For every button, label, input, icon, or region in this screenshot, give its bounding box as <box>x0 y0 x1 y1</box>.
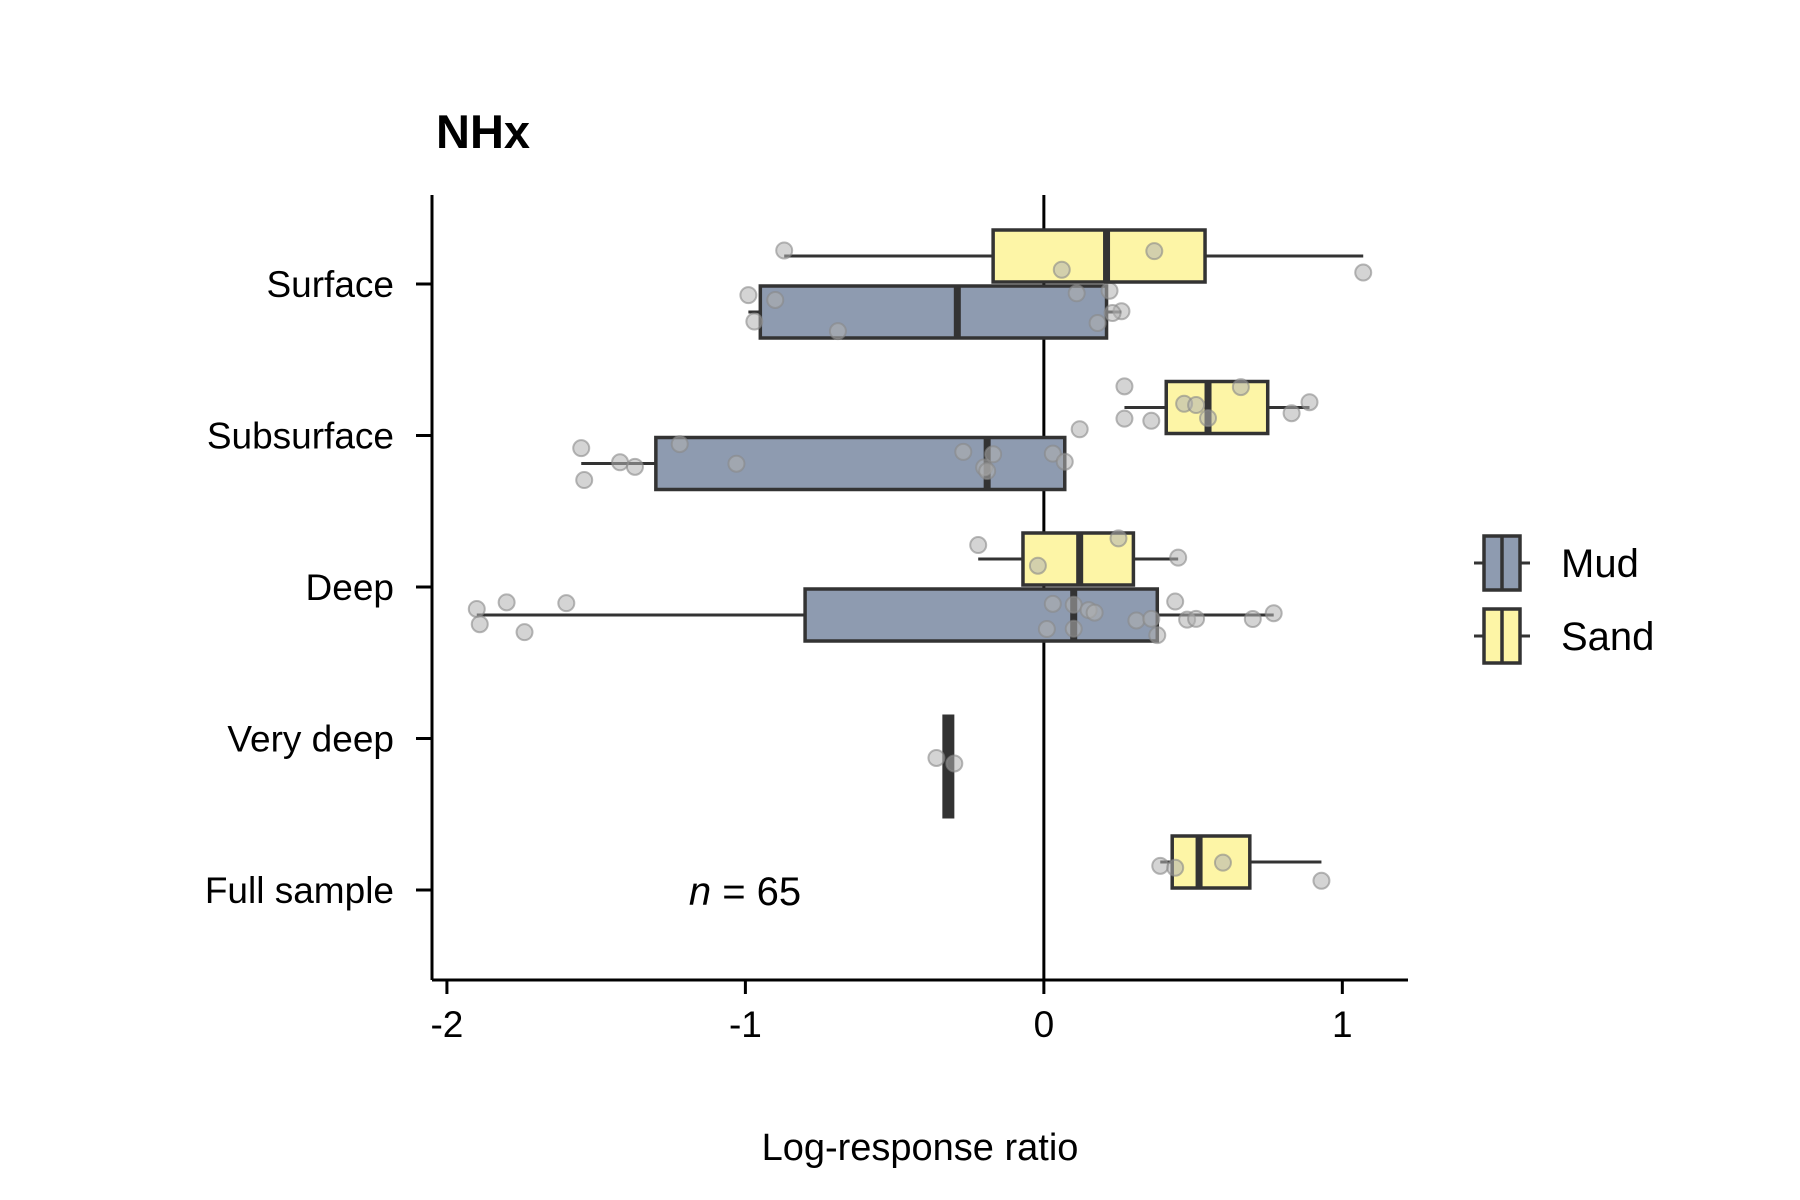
data-point <box>945 754 964 773</box>
box-body <box>803 587 1160 643</box>
legend-label: Mud <box>1561 542 1639 586</box>
box-body <box>654 435 1067 492</box>
box-body <box>991 228 1207 284</box>
box-sand-deep <box>969 529 1188 587</box>
data-point <box>1088 314 1107 333</box>
data-point <box>1151 856 1170 875</box>
data-point <box>969 536 988 555</box>
data-point <box>1115 409 1134 428</box>
data-point <box>1243 610 1262 629</box>
data-point <box>1028 556 1047 575</box>
data-point <box>557 594 576 613</box>
data-point <box>1142 411 1161 430</box>
data-point <box>611 453 630 472</box>
y-tick-label: Full sample <box>205 870 394 911</box>
sample-size-symbol: n <box>689 870 711 914</box>
x-tick-label: 0 <box>1034 1004 1055 1045</box>
data-point <box>515 623 534 642</box>
data-point <box>1142 609 1161 628</box>
box-sand-surface <box>775 228 1373 284</box>
box-sand-full-sample <box>1151 834 1331 890</box>
data-point <box>1213 853 1232 872</box>
data-point <box>1187 396 1206 415</box>
box-mud-very-deep <box>927 714 964 819</box>
data-point <box>1169 548 1188 567</box>
data-point <box>1354 263 1373 282</box>
data-point <box>1231 378 1250 397</box>
x-axis-title: Log-response ratio <box>762 1127 1079 1169</box>
data-point <box>1055 452 1074 471</box>
x-tick-label: -2 <box>430 1004 463 1045</box>
data-point <box>766 290 785 309</box>
legend-entry-sand: Sand <box>1474 607 1654 665</box>
x-tick-label: 1 <box>1332 1004 1353 1045</box>
data-point <box>1145 242 1164 261</box>
data-point <box>745 312 764 331</box>
data-point <box>575 471 594 490</box>
data-point <box>828 322 847 341</box>
data-point <box>1312 871 1331 890</box>
data-point <box>927 748 946 767</box>
data-point <box>1070 420 1089 439</box>
y-tick-label: Very deep <box>227 719 394 760</box>
data-point <box>470 615 489 634</box>
data-point <box>727 454 746 473</box>
data-point <box>625 457 644 476</box>
series-sand <box>775 228 1373 890</box>
chart-title: NHx <box>436 105 530 158</box>
plot-area <box>467 195 1373 980</box>
data-point <box>1064 595 1083 614</box>
data-point <box>1103 304 1122 323</box>
box-sand-subsurface <box>1070 377 1319 439</box>
box-body <box>758 284 1109 340</box>
data-point <box>467 599 486 618</box>
legend-entry-mud: Mud <box>1474 534 1639 592</box>
data-point <box>1148 626 1167 645</box>
box-mud-surface <box>739 281 1131 341</box>
data-point <box>572 439 591 458</box>
data-point <box>1166 592 1185 611</box>
data-point <box>1199 409 1218 428</box>
box-mud-deep <box>467 587 1283 645</box>
data-point <box>1166 858 1185 877</box>
data-point <box>739 286 758 305</box>
sample-size-value: = 65 <box>711 870 801 914</box>
data-point <box>1109 529 1128 548</box>
data-point <box>1100 281 1119 300</box>
y-tick-label: Deep <box>306 567 394 608</box>
y-tick-label: Surface <box>266 264 394 305</box>
data-point <box>1085 603 1104 622</box>
data-point <box>1037 620 1056 639</box>
data-point <box>954 442 973 461</box>
data-point <box>1282 404 1301 423</box>
legend: Mud Sand <box>1474 534 1654 665</box>
data-point <box>1052 260 1071 279</box>
data-point <box>978 462 997 481</box>
legend-label: Sand <box>1561 615 1654 659</box>
axes: Surface Subsurface Deep Very deep Full sampl… <box>205 195 1408 1045</box>
data-point <box>1043 594 1062 613</box>
x-tick-label: -1 <box>729 1004 762 1045</box>
data-point <box>497 593 516 612</box>
data-point <box>1127 611 1146 630</box>
y-tick-label: Subsurface <box>207 416 394 457</box>
box-body <box>1170 834 1252 890</box>
data-point <box>775 241 794 260</box>
box-mud-subsurface <box>572 435 1074 492</box>
data-point <box>1115 377 1134 396</box>
series-mud <box>467 281 1283 819</box>
data-point <box>670 435 689 454</box>
data-point <box>1187 609 1206 628</box>
data-point <box>1300 393 1319 412</box>
data-point <box>984 445 1003 464</box>
data-point <box>1067 284 1086 303</box>
data-point <box>1264 604 1283 623</box>
data-point <box>1064 619 1083 638</box>
sample-size-annotation: n = 65 <box>689 870 801 914</box>
